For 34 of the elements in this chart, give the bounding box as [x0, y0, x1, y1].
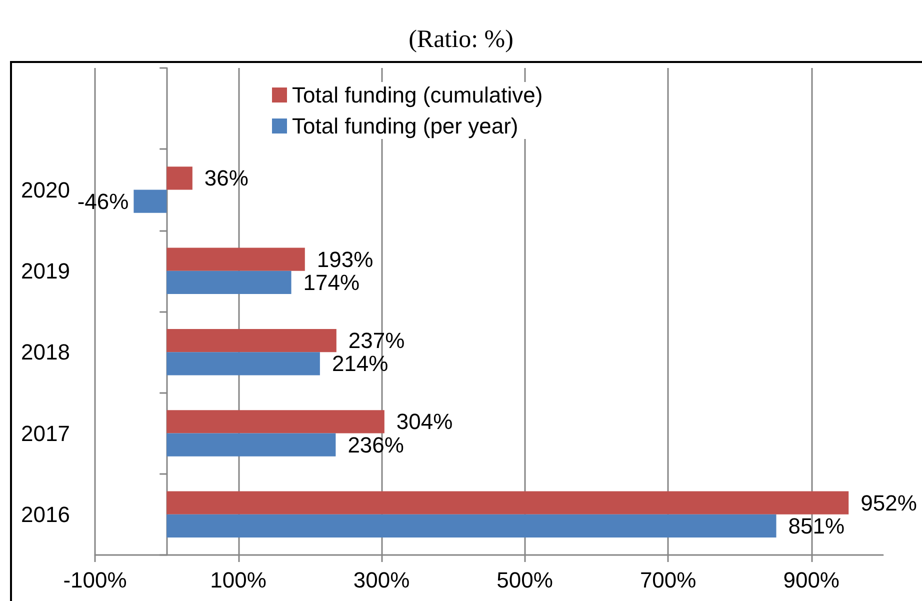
data-label: 952%	[860, 490, 917, 516]
data-label: 237%	[348, 328, 405, 354]
y-tick-label: 2018	[21, 340, 70, 365]
legend-label: Total funding (per year)	[292, 114, 518, 138]
x-tick-label: 500%	[496, 568, 553, 592]
bar	[166, 166, 192, 190]
chart-title: (Ratio: %)	[408, 26, 514, 53]
x-tick-label: 900%	[783, 568, 840, 592]
x-tick-label: 300%	[353, 568, 410, 592]
data-label: -46%	[77, 188, 129, 214]
data-label: 851%	[788, 513, 845, 538]
bar	[166, 433, 336, 456]
x-tick-label: 100%	[210, 568, 266, 592]
bar	[166, 352, 320, 376]
data-label: 36%	[204, 166, 248, 191]
data-label: 174%	[303, 270, 360, 295]
bar	[134, 190, 167, 213]
bar	[166, 270, 292, 294]
bar	[166, 248, 305, 271]
y-tick-label: 2016	[21, 502, 70, 527]
bar	[166, 328, 336, 352]
legend-label: Total funding (cumulative)	[292, 82, 543, 108]
bar	[166, 514, 776, 538]
data-label: 304%	[396, 409, 453, 434]
y-tick-label: 2019	[21, 258, 70, 284]
x-tick-label: -100%	[63, 568, 127, 592]
y-tick-label: 2017	[21, 420, 70, 446]
data-label: 236%	[348, 432, 404, 458]
x-tick-label: 700%	[640, 568, 696, 592]
bar	[166, 491, 849, 514]
data-label: 193%	[316, 246, 374, 272]
data-label: 214%	[332, 351, 388, 376]
y-tick-label: 2020	[21, 177, 70, 202]
bar	[166, 410, 384, 434]
